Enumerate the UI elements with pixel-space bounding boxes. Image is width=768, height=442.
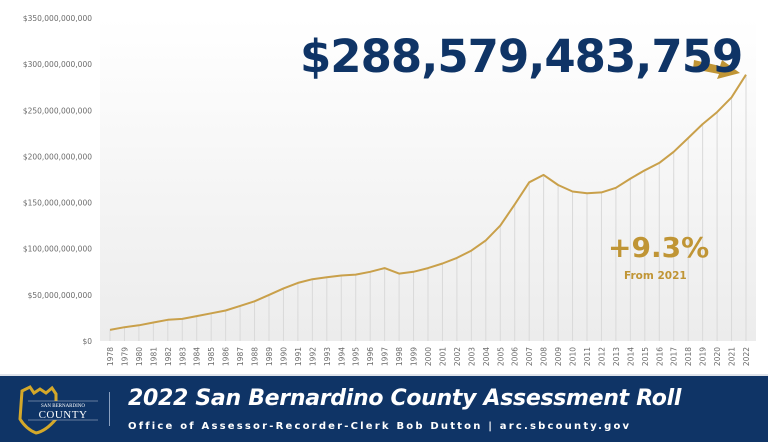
x-tick-label: 1997 [381,347,390,366]
x-tick-label: 2000 [424,347,433,366]
x-tick-label: 2016 [655,347,664,366]
x-tick-label: 1985 [207,347,216,366]
x-tick-label: 2021 [728,347,737,366]
y-tick-label: $250,000,000,000 [23,106,92,115]
svg-text:SAN BERNARDINO: SAN BERNARDINO [41,404,85,409]
x-tick-label: 2020 [713,347,722,366]
y-tick-label: $0 [82,337,92,346]
x-tick-label: 2002 [453,347,462,366]
county-shield-logo-icon: SAN BERNARDINO COUNTY [18,385,98,435]
total-value-headline: $288,579,483,759 [300,30,743,83]
x-tick-label: 1993 [323,347,332,366]
y-tick-label: $150,000,000,000 [23,199,92,208]
x-tick-label: 1994 [337,347,346,366]
footer-divider [109,392,110,426]
x-tick-label: 1987 [236,347,245,366]
x-tick-label: 1986 [222,347,231,366]
x-tick-label: 2009 [554,347,563,366]
x-tick-label: 1998 [395,347,404,366]
line-chart: $0 $50,000,000,000 $100,000,000,000 $150,00… [23,14,756,366]
x-tick-label: 1996 [366,347,375,366]
x-tick-label: 1991 [294,347,303,366]
x-tick-label: 1995 [352,347,361,366]
x-tick-label: 1990 [279,347,288,366]
percent-change-label: From 2021 [624,270,687,282]
y-tick-label: $300,000,000,000 [23,60,92,69]
y-tick-label: $50,000,000,000 [28,291,93,300]
x-tick-label: 2004 [482,347,491,366]
footer-subtitle: Office of Assessor-Recorder-Clerk Bob Du… [128,421,632,432]
y-tick-label: $350,000,000,000 [23,14,92,23]
x-tick-label: 1980 [135,347,144,366]
x-tick-label: 2017 [670,347,679,366]
x-tick-label: 2015 [641,347,650,366]
x-tick-label: 2018 [684,347,693,366]
x-tick-label: 1988 [251,347,260,366]
svg-text:COUNTY: COUNTY [39,409,88,421]
footer-banner: SAN BERNARDINO COUNTY 2022 San Bernardin… [0,374,768,442]
percent-change: +9.3% [608,231,710,264]
x-tick-label: 1981 [149,347,158,366]
y-tick-label: $100,000,000,000 [23,245,92,254]
x-axis: 1978 1979 1980 1981 1982 1983 1984 1985 1986 1987… [106,347,751,366]
arrow-icon [693,60,740,79]
x-tick-label: 1982 [164,347,173,366]
x-tick-label: 1984 [193,347,202,366]
y-tick-label: $200,000,000,000 [23,152,92,161]
x-tick-label: 2003 [467,347,476,366]
x-tick-label: 2001 [438,347,447,366]
x-tick-label: 2010 [569,347,578,366]
x-tick-label: 2007 [525,347,534,366]
x-tick-label: 2019 [699,347,708,366]
assessment-roll-chart: $0 $50,000,000,000 $100,000,000,000 $150,00… [23,14,756,366]
x-tick-label: 1992 [308,347,317,366]
x-tick-label: 1999 [410,347,419,366]
drop-lines [109,74,747,341]
x-tick-label: 2006 [511,347,520,366]
x-tick-label: 2012 [597,347,606,366]
y-axis: $0 $50,000,000,000 $100,000,000,000 $150,00… [23,14,92,346]
x-tick-label: 2014 [626,347,635,366]
x-tick-label: 1989 [265,347,274,366]
footer-title: 2022 San Bernardino County Assessment Ro… [128,386,682,411]
x-tick-label: 2013 [612,347,621,366]
x-tick-label: 1983 [178,347,187,366]
x-tick-label: 2008 [540,347,549,366]
x-tick-label: 2005 [496,347,505,366]
x-tick-label: 1978 [106,347,115,366]
value-line [109,74,747,331]
x-tick-label: 2022 [742,347,751,366]
x-tick-label: 1979 [120,347,129,366]
x-tick-label: 2011 [583,347,592,366]
